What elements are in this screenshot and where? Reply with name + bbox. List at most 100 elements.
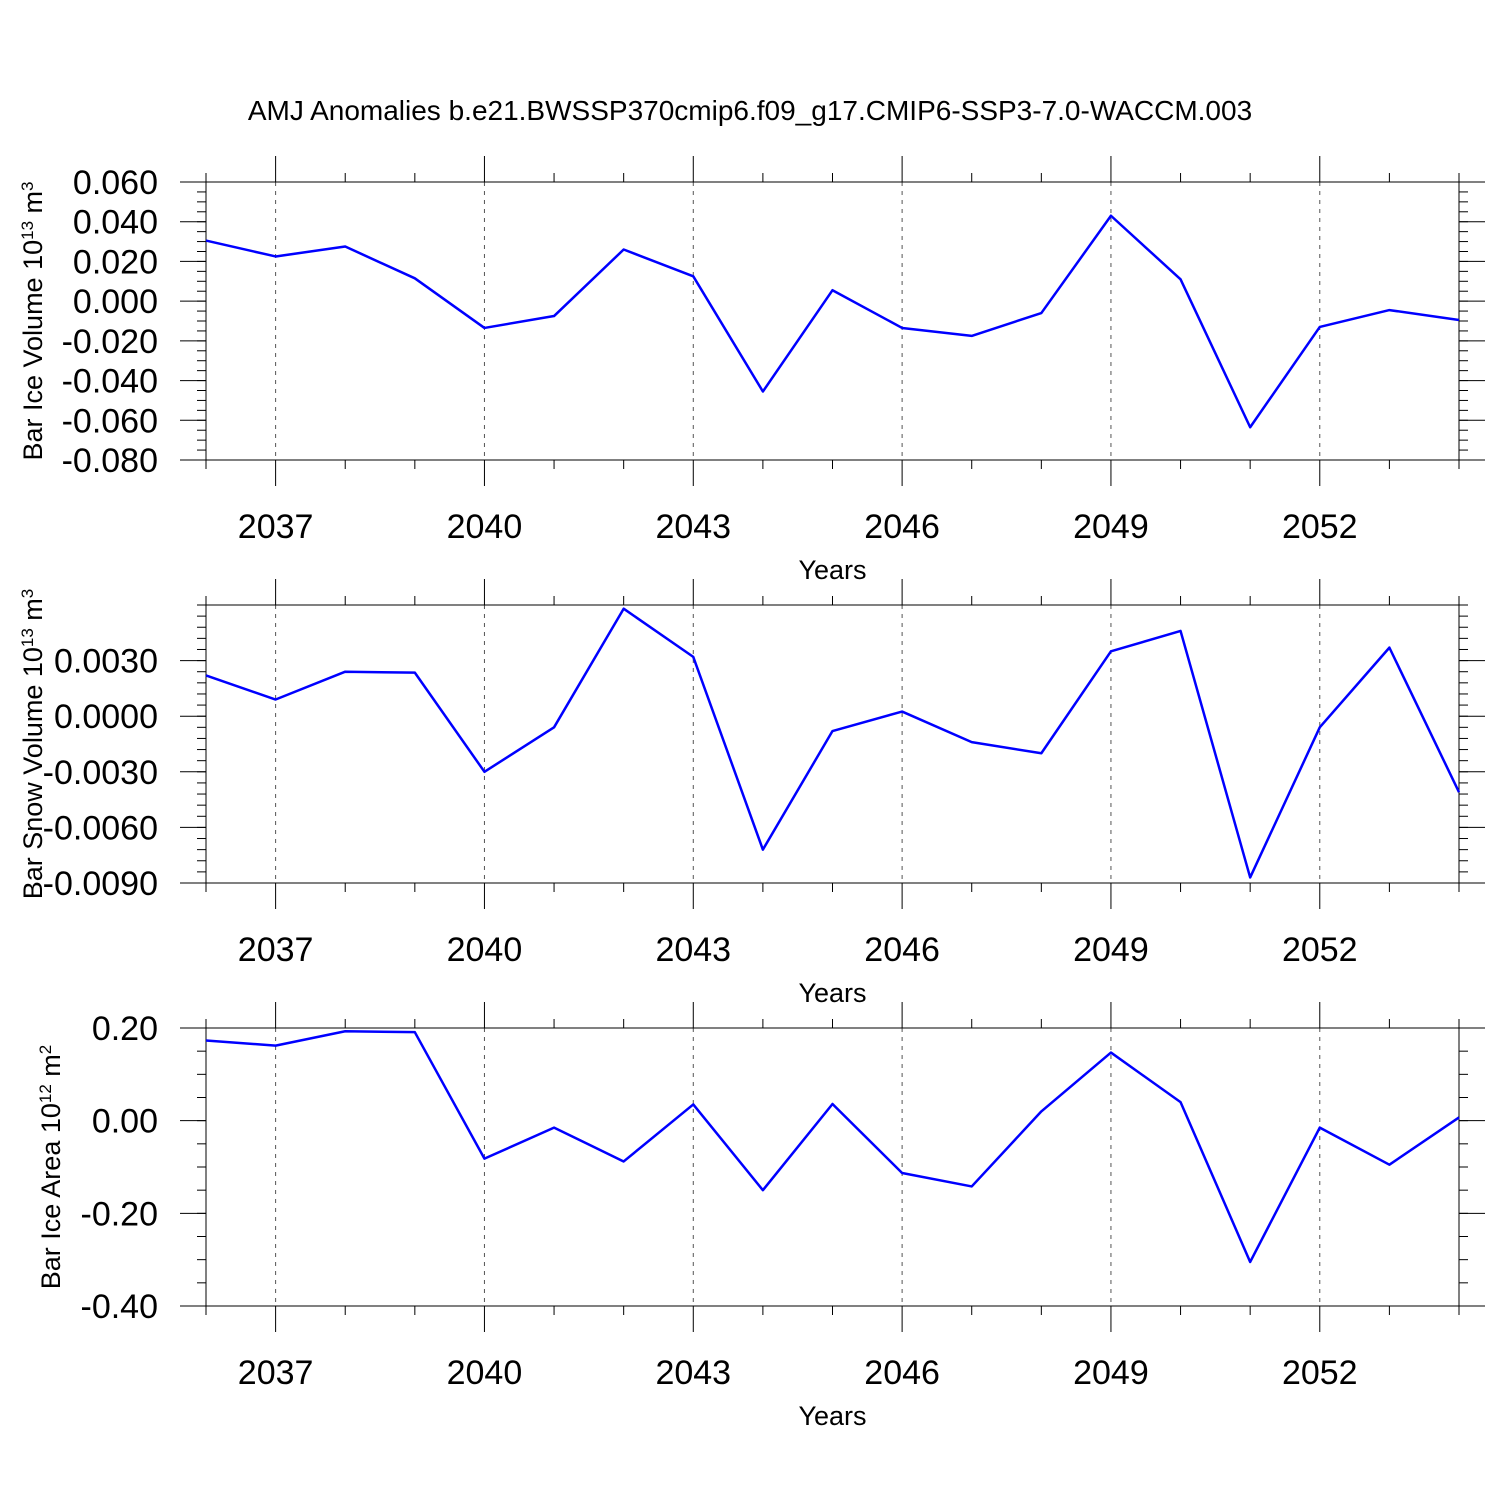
data-point (343, 670, 347, 674)
data-point (622, 248, 626, 252)
data-point (1457, 318, 1461, 322)
data-point (761, 1188, 765, 1192)
x-tick-label: 2043 (655, 1354, 731, 1392)
data-point (1179, 277, 1183, 281)
x-tick-label: 2040 (447, 1354, 523, 1392)
data-point (1248, 425, 1252, 429)
data-point (831, 288, 835, 292)
x-axis-label: Years (798, 1401, 866, 1431)
y-tick-label: 0.0030 (54, 643, 158, 681)
data-point (1457, 790, 1461, 794)
data-point (552, 1126, 556, 1130)
data-point (900, 326, 904, 330)
data-point (900, 710, 904, 714)
data-point (1039, 751, 1043, 755)
panel-3: -0.40 -0.20 0.00 0.20 2037 2040 2043 2046 2049 20… (36, 1002, 1485, 1431)
data-point (204, 673, 208, 677)
y-tick-label: -0.060 (62, 402, 158, 440)
y-tick-label: -0.0030 (43, 754, 158, 792)
y-axis-label: Bar Snow Volume 1013 m3 (18, 589, 49, 900)
data-point (204, 239, 208, 243)
plot-frame (205, 1027, 1460, 1307)
x-axis-label: Years (798, 555, 866, 585)
x-tick-label: 2037 (238, 931, 314, 969)
data-point (900, 1171, 904, 1175)
x-tick-label: 2040 (447, 508, 523, 546)
panels: -0.080-0.060-0.040-0.0200.0000.0200.0400… (18, 156, 1485, 1431)
x-tick-label: 2049 (1073, 1354, 1149, 1392)
data-point (552, 314, 556, 318)
x-tick-label: 2043 (655, 508, 731, 546)
chart-title: AMJ Anomalies b.e21.BWSSP370cmip6.f09_g1… (248, 95, 1252, 126)
data-point (482, 770, 486, 774)
y-tick-label: 0.060 (73, 164, 158, 202)
data-point (970, 1184, 974, 1188)
x-tick-label: 2049 (1073, 508, 1149, 546)
data-point (761, 389, 765, 393)
data-point (1109, 214, 1113, 218)
y-tick-label: -0.40 (81, 1288, 159, 1326)
x-tick-label: 2037 (238, 508, 314, 546)
y-axis-label-base: Bar Snow Volume 10 (18, 647, 48, 899)
y-axis-label-unit: m (36, 1054, 66, 1084)
data-point (1109, 649, 1113, 653)
y-tick-label: -0.20 (81, 1195, 159, 1233)
y-tick-label: 0.20 (92, 1010, 158, 1048)
series-line (205, 1029, 1460, 1264)
data-point (1387, 646, 1391, 650)
x-tick-label: 2052 (1282, 508, 1358, 546)
y-tick-label: -0.040 (62, 363, 158, 401)
y-tick-label: -0.0090 (43, 865, 158, 903)
data-point (343, 1029, 347, 1033)
y-axis-label-unit-exp: 3 (18, 181, 37, 190)
data-point (1248, 1260, 1252, 1264)
series-line (205, 214, 1460, 429)
y-axis-label-unit: m (18, 191, 48, 221)
y-axis-label: Bar Ice Area 1012 m2 (36, 1045, 67, 1290)
x-tick-label: 2046 (864, 931, 940, 969)
y-tick-label: 0.040 (73, 204, 158, 242)
data-point (1387, 1163, 1391, 1167)
data-point (691, 1102, 695, 1106)
data-point (691, 274, 695, 278)
data-point (1248, 875, 1252, 879)
x-tick-label: 2037 (238, 1354, 314, 1392)
data-point (1179, 629, 1183, 633)
data-point (1039, 311, 1043, 315)
data-point (274, 1044, 278, 1048)
y-axis-label-exp: 13 (18, 221, 37, 240)
data-point (482, 1157, 486, 1161)
data-point (970, 740, 974, 744)
data-point (274, 698, 278, 702)
data-point (1109, 1051, 1113, 1055)
data-point (691, 655, 695, 659)
y-tick-label: 0.020 (73, 243, 158, 281)
data-point (413, 276, 417, 280)
x-axis-label: Years (798, 978, 866, 1008)
y-tick-label: 0.000 (73, 283, 158, 321)
data-point (622, 1159, 626, 1163)
y-axis-label-exp: 13 (18, 628, 37, 647)
x-tick-label: 2052 (1282, 1354, 1358, 1392)
y-tick-label: 0.0000 (54, 698, 158, 736)
y-axis-label: Bar Ice Volume 1013 m3 (18, 181, 49, 460)
y-tick-label: -0.020 (62, 323, 158, 361)
x-tick-label: 2052 (1282, 931, 1358, 969)
x-tick-label: 2049 (1073, 931, 1149, 969)
data-point (1179, 1100, 1183, 1104)
plot-frame (205, 181, 1460, 461)
y-axis-label-base: Bar Ice Volume 10 (18, 240, 48, 461)
y-tick-label: -0.0060 (43, 809, 158, 847)
panel-1: -0.080-0.060-0.040-0.0200.0000.0200.0400… (18, 156, 1485, 585)
data-point (274, 254, 278, 258)
plot-frame (205, 604, 1460, 884)
panel-2: -0.0090 -0.0060 -0.0030 0.0000 0.0030 2037 204… (18, 579, 1485, 1008)
x-tick-label: 2046 (864, 508, 940, 546)
x-tick-label: 2046 (864, 1354, 940, 1392)
data-point (1457, 1115, 1461, 1119)
data-point (1318, 725, 1322, 729)
data-point (1318, 325, 1322, 329)
y-axis-label-unit-exp: 3 (18, 589, 37, 598)
data-point (831, 729, 835, 733)
data-point (1039, 1109, 1043, 1113)
